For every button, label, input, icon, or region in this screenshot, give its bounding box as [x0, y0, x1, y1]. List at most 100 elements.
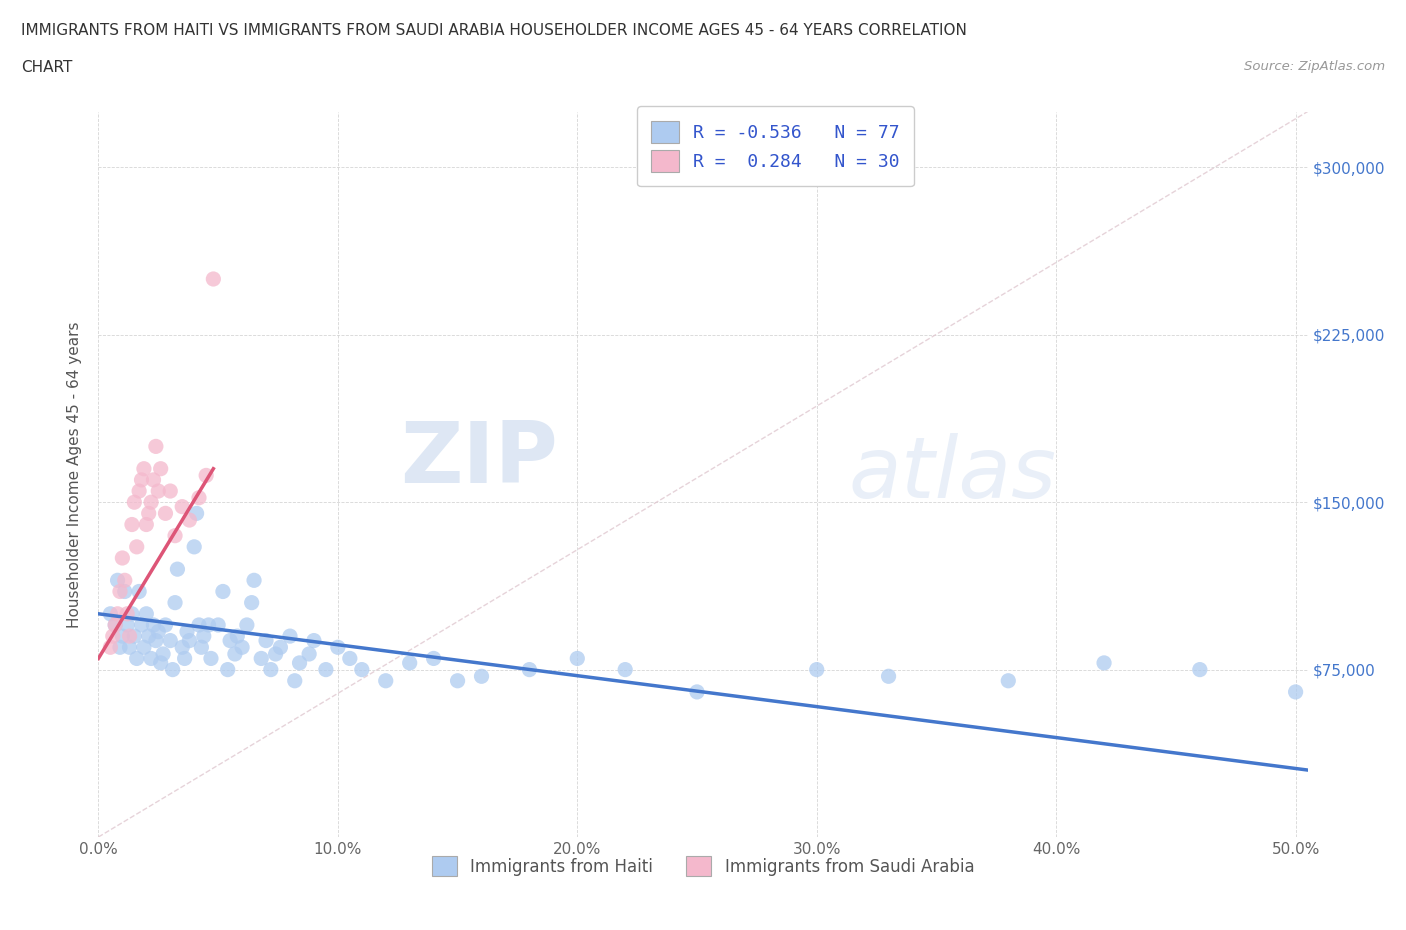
- Point: [163, 595, 186, 610]
- Point: [315, 662, 337, 677]
- Point: [250, 651, 273, 666]
- Point: [190, 640, 212, 655]
- Point: [997, 673, 1019, 688]
- Point: [104, 618, 127, 632]
- Point: [446, 673, 468, 688]
- Point: [686, 684, 709, 699]
- Point: [142, 618, 165, 632]
- Point: [326, 640, 349, 655]
- Point: [173, 651, 195, 666]
- Point: [224, 646, 246, 661]
- Point: [350, 662, 373, 677]
- Point: [108, 584, 131, 599]
- Point: [155, 618, 177, 632]
- Point: [125, 651, 148, 666]
- Point: [422, 651, 444, 666]
- Point: [278, 629, 301, 644]
- Point: [159, 484, 181, 498]
- Point: [138, 629, 160, 644]
- Point: [186, 506, 208, 521]
- Point: [219, 633, 242, 648]
- Point: [111, 551, 134, 565]
- Point: [107, 573, 129, 588]
- Point: [145, 439, 167, 454]
- Point: [100, 640, 122, 655]
- Point: [398, 656, 420, 671]
- Point: [176, 624, 198, 639]
- Text: ZIP: ZIP: [401, 418, 558, 501]
- Point: [148, 624, 170, 639]
- Point: [172, 499, 194, 514]
- Point: [243, 573, 266, 588]
- Point: [114, 573, 136, 588]
- Point: [121, 606, 143, 621]
- Text: CHART: CHART: [21, 60, 73, 75]
- Point: [183, 539, 205, 554]
- Point: [193, 629, 215, 644]
- Point: [264, 646, 287, 661]
- Point: [101, 629, 124, 644]
- Y-axis label: Householder Income Ages 45 - 64 years: Householder Income Ages 45 - 64 years: [67, 321, 83, 628]
- Point: [269, 640, 291, 655]
- Point: [260, 662, 283, 677]
- Point: [155, 506, 177, 521]
- Point: [138, 506, 160, 521]
- Point: [118, 629, 141, 644]
- Point: [470, 669, 492, 684]
- Point: [128, 484, 150, 498]
- Point: [179, 633, 201, 648]
- Point: [212, 584, 235, 599]
- Point: [231, 640, 253, 655]
- Text: IMMIGRANTS FROM HAITI VS IMMIGRANTS FROM SAUDI ARABIA HOUSEHOLDER INCOME AGES 45: IMMIGRANTS FROM HAITI VS IMMIGRANTS FROM…: [21, 23, 967, 38]
- Point: [124, 495, 146, 510]
- Point: [226, 629, 249, 644]
- Point: [114, 584, 136, 599]
- Text: atlas: atlas: [848, 432, 1056, 516]
- Point: [207, 618, 229, 632]
- Point: [519, 662, 541, 677]
- Point: [132, 640, 155, 655]
- Point: [166, 562, 188, 577]
- Point: [142, 472, 165, 487]
- Point: [152, 646, 174, 661]
- Point: [197, 618, 219, 632]
- Point: [149, 461, 172, 476]
- Point: [124, 629, 146, 644]
- Point: [877, 669, 900, 684]
- Point: [200, 651, 222, 666]
- Point: [104, 618, 127, 632]
- Point: [139, 651, 162, 666]
- Point: [302, 633, 325, 648]
- Point: [567, 651, 589, 666]
- Point: [339, 651, 361, 666]
- Point: [115, 606, 138, 621]
- Point: [159, 633, 181, 648]
- Text: Source: ZipAtlas.com: Source: ZipAtlas.com: [1244, 60, 1385, 73]
- Point: [179, 512, 201, 527]
- Point: [236, 618, 259, 632]
- Point: [135, 517, 157, 532]
- Point: [149, 656, 172, 671]
- Point: [202, 272, 225, 286]
- Point: [107, 606, 129, 621]
- Point: [188, 618, 211, 632]
- Point: [135, 606, 157, 621]
- Point: [162, 662, 184, 677]
- Point: [217, 662, 239, 677]
- Point: [121, 517, 143, 532]
- Point: [240, 595, 263, 610]
- Point: [614, 662, 637, 677]
- Point: [172, 640, 194, 655]
- Point: [100, 606, 122, 621]
- Point: [148, 484, 170, 498]
- Point: [806, 662, 828, 677]
- Point: [111, 629, 134, 644]
- Point: [163, 528, 186, 543]
- Point: [188, 490, 211, 505]
- Point: [108, 640, 131, 655]
- Point: [115, 618, 138, 632]
- Point: [195, 468, 218, 483]
- Point: [139, 495, 162, 510]
- Point: [132, 461, 155, 476]
- Point: [1092, 656, 1115, 671]
